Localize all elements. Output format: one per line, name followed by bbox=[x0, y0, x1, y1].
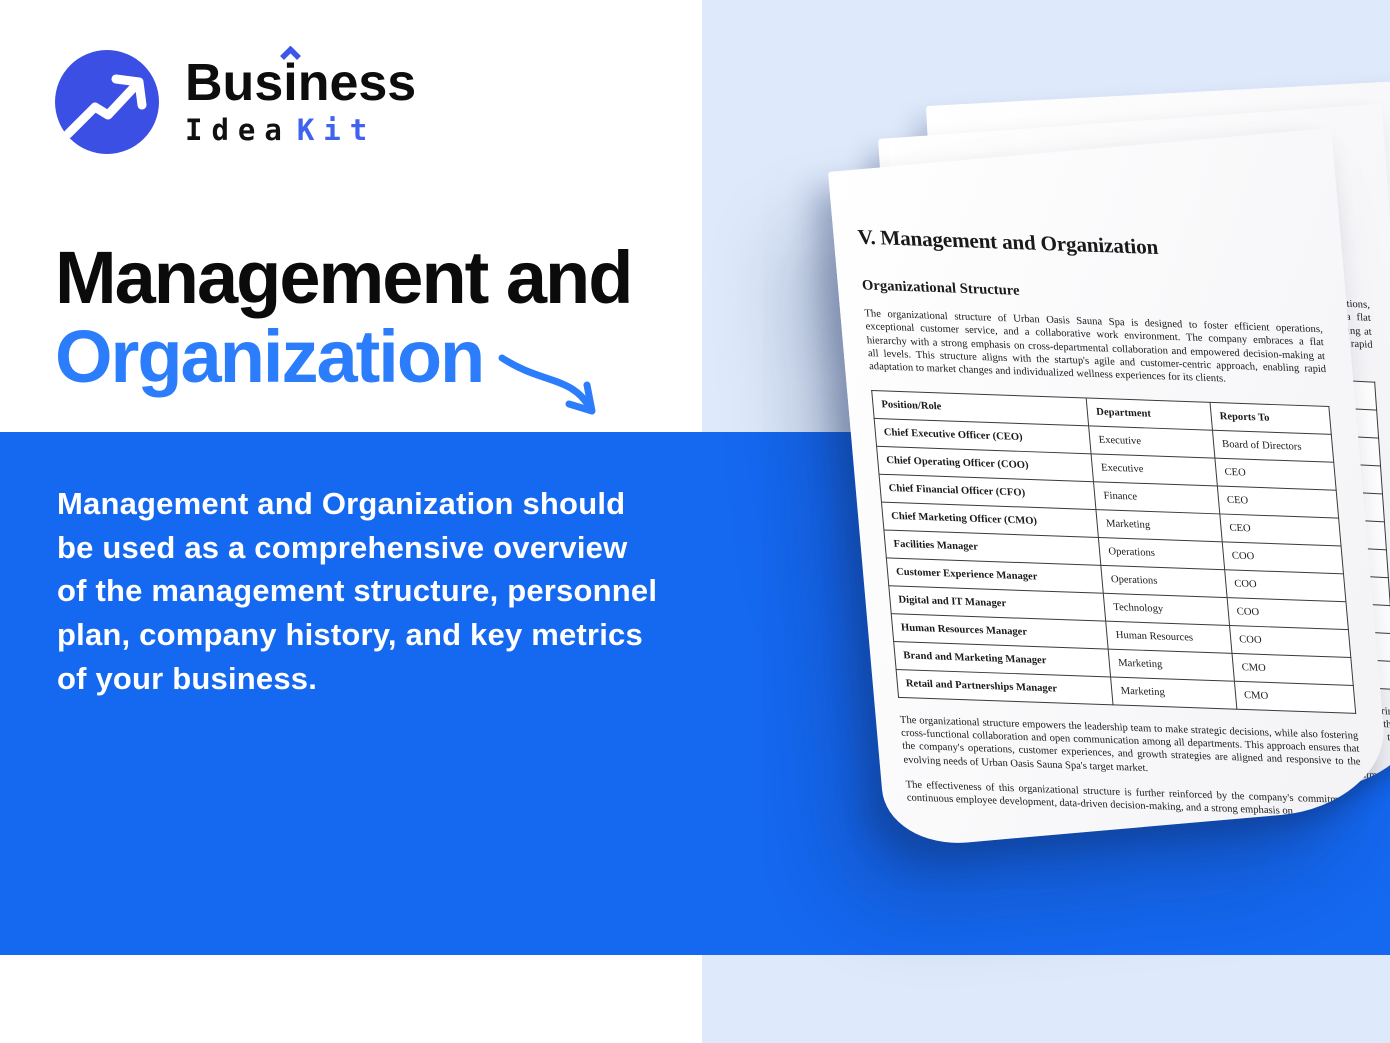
table-cell: COO bbox=[1227, 597, 1349, 630]
table-cell: CMO bbox=[1234, 680, 1356, 713]
document-section-heading: Organizational Structure bbox=[861, 277, 1021, 299]
table-cell: Board of Directors bbox=[1212, 429, 1334, 462]
table-cell: Marketing bbox=[1096, 509, 1223, 542]
table-cell: Marketing bbox=[1108, 648, 1235, 681]
table-cell: Finance bbox=[1093, 481, 1220, 514]
brand-text-pre: Bus bbox=[185, 54, 284, 112]
table-cell: CEO bbox=[1219, 513, 1342, 546]
document-page-front-content: V. Management and Organization Organizat… bbox=[828, 172, 1390, 849]
org-structure-table: Position/Role Department Reports To Chie… bbox=[871, 390, 1356, 714]
document-page-front: V. Management and Organization Organizat… bbox=[828, 127, 1390, 850]
headline: Management and Organization bbox=[55, 236, 633, 399]
brand-word-idea: Idea bbox=[185, 113, 291, 147]
brand-text-i: i bbox=[283, 54, 298, 112]
table-cell: COO bbox=[1222, 541, 1344, 574]
table-header-reports-to: Reports To bbox=[1209, 401, 1332, 435]
headline-line2: Organization bbox=[55, 315, 485, 399]
brand-name-idea-kit: Idea Kit bbox=[185, 113, 416, 147]
brand-name-business: Bus iness bbox=[185, 45, 417, 112]
document-intro-paragraph: The organizational structure of Urban Oa… bbox=[864, 308, 1327, 385]
table-cell: COO bbox=[1224, 569, 1346, 602]
document-outro-paragraph-1: The organizational structure empowers th… bbox=[899, 714, 1361, 774]
caret-accent-icon bbox=[278, 44, 303, 61]
table-cell: CEO bbox=[1217, 485, 1339, 518]
trending-up-arrow-icon bbox=[55, 50, 159, 154]
table-cell: Executive bbox=[1091, 453, 1218, 486]
brand-wordmark: Bus iness Idea Kit bbox=[185, 45, 417, 147]
document-title: V. Management and Organization bbox=[856, 224, 1159, 260]
table-cell: Human Resources bbox=[1106, 620, 1232, 654]
brand-text-post: ness bbox=[297, 54, 417, 112]
curved-arrow-icon bbox=[498, 354, 596, 415]
table-cell: Executive bbox=[1088, 425, 1215, 458]
table-cell: CMO bbox=[1231, 653, 1354, 686]
table-cell: CEO bbox=[1214, 457, 1337, 490]
table-cell: Technology bbox=[1103, 592, 1230, 626]
table-cell: Operations bbox=[1101, 565, 1228, 598]
table-cell: COO bbox=[1229, 625, 1351, 658]
brand-word-kit: Kit bbox=[296, 113, 377, 147]
table-cell: Marketing bbox=[1110, 676, 1237, 709]
brand-logo: Bus iness Idea Kit bbox=[55, 45, 417, 154]
headline-line1: Management and bbox=[55, 236, 633, 319]
description-text: Management and Organization should be us… bbox=[57, 486, 658, 696]
table-header-department: Department bbox=[1086, 397, 1213, 430]
table-cell: Operations bbox=[1098, 537, 1225, 570]
